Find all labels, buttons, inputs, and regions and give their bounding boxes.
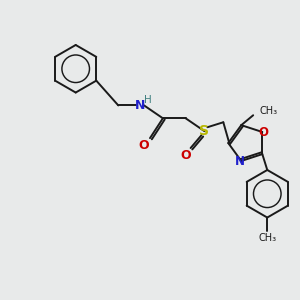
Text: O: O [258,125,268,139]
Text: N: N [135,99,145,112]
Text: N: N [235,155,245,169]
Text: CH₃: CH₃ [258,233,276,243]
Text: H: H [144,95,152,106]
Text: CH₃: CH₃ [259,106,277,116]
Text: O: O [139,139,149,152]
Text: O: O [180,149,191,162]
Text: S: S [200,124,209,138]
